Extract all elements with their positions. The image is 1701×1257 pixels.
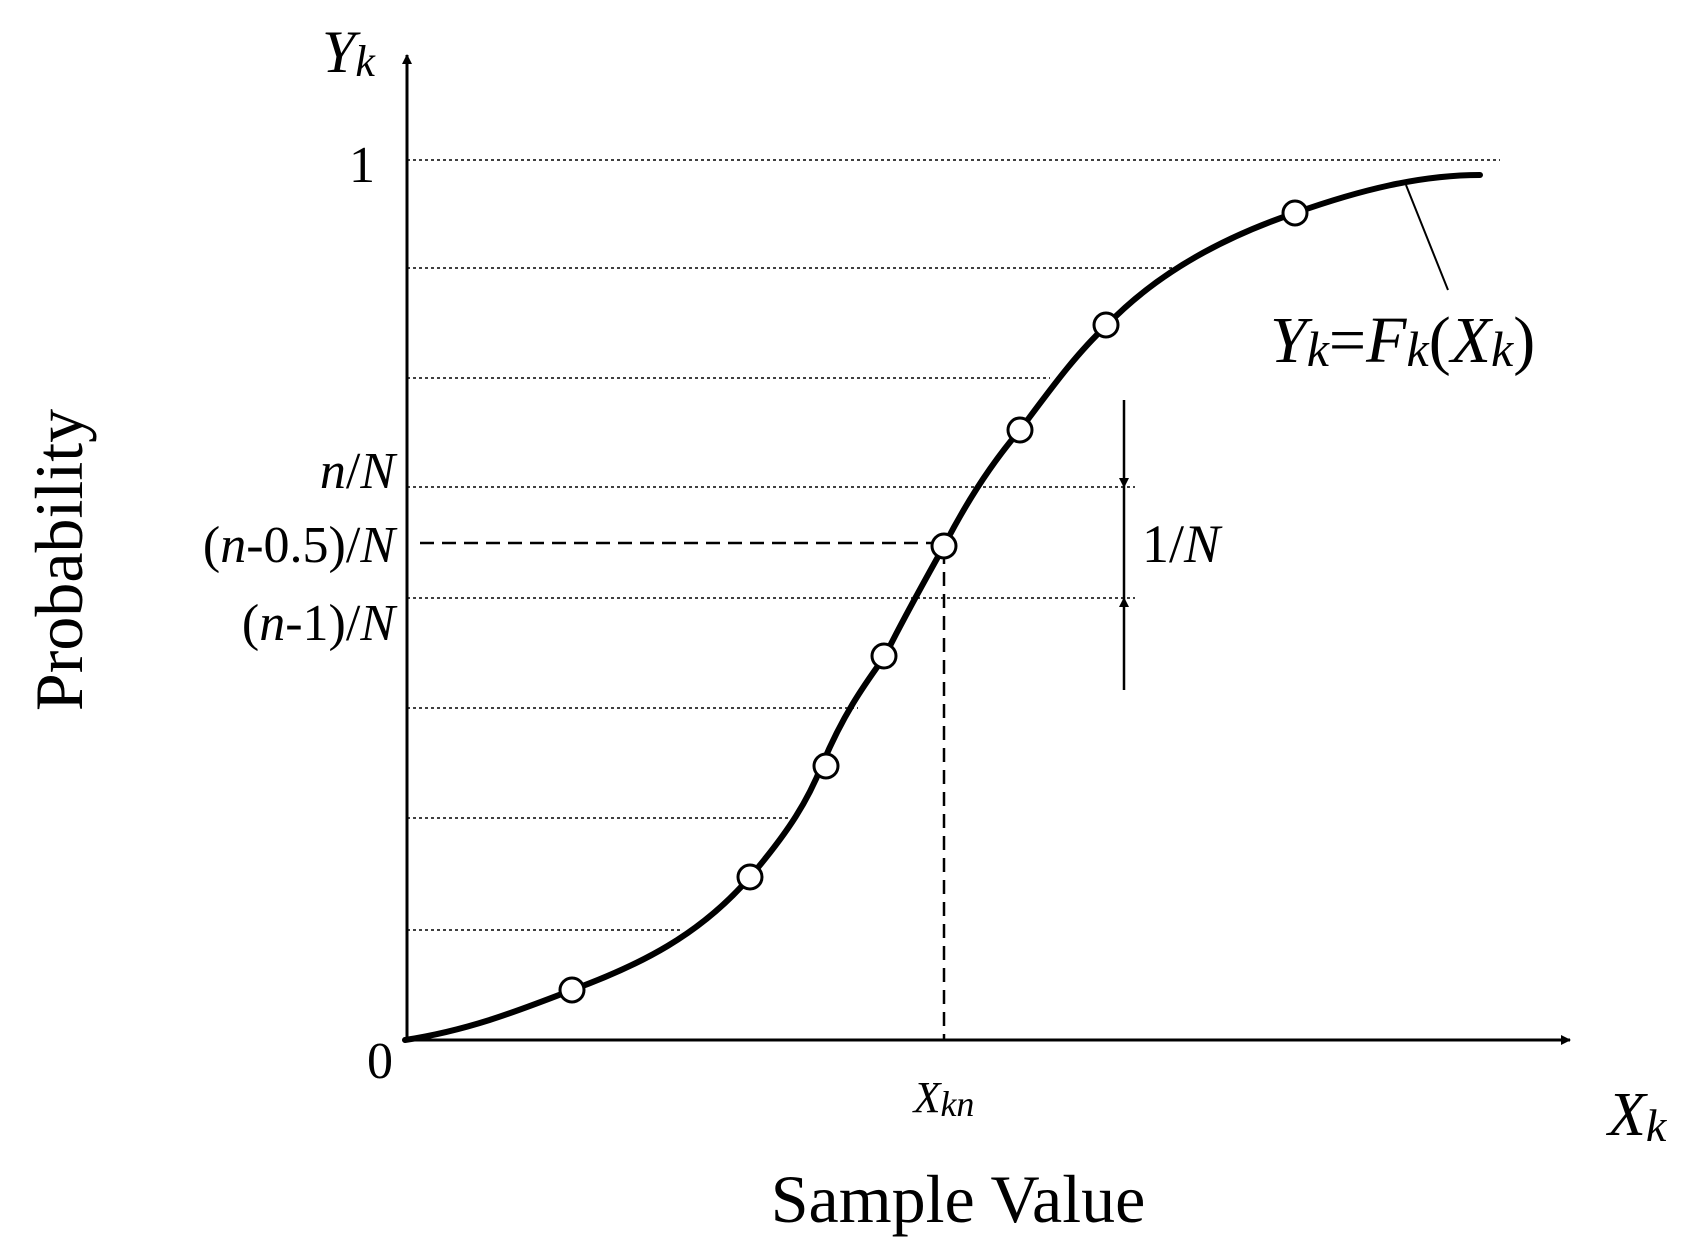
y-tick-one: 1 bbox=[349, 137, 375, 194]
x-axis-symbol: Xk bbox=[1605, 1081, 1668, 1151]
curve-equation: Yk=Fk(Xk) bbox=[1270, 304, 1535, 377]
sample-points bbox=[558, 199, 1309, 1004]
x-tick-xkn: Xkn bbox=[912, 1073, 975, 1124]
y-tick-n-over-N: n/N bbox=[320, 443, 398, 500]
y-tick-n-half-over-N: (n-0.5)/N bbox=[203, 517, 398, 574]
horizontal-gridlines bbox=[407, 159, 1500, 931]
sample-point-6 bbox=[1006, 416, 1034, 444]
x-axis-title: Sample Value bbox=[771, 1161, 1146, 1237]
sample-point-1 bbox=[558, 976, 586, 1004]
sample-point-8 bbox=[1281, 199, 1309, 227]
curve-label-leader bbox=[1405, 184, 1449, 291]
sample-point-2 bbox=[736, 863, 764, 891]
sample-point-7 bbox=[1092, 311, 1120, 339]
y-tick-n-minus-one-over-N: (n-1)/N bbox=[242, 595, 398, 652]
sample-point-3 bbox=[812, 752, 840, 780]
y-tick-zero: 0 bbox=[367, 1033, 393, 1090]
sample-point-4 bbox=[870, 642, 898, 670]
y-axis-symbol: Yk bbox=[322, 19, 376, 86]
y-axis-title: Probability bbox=[21, 409, 97, 711]
axes bbox=[402, 54, 1571, 1045]
sample-point-5 bbox=[930, 532, 958, 560]
highlight-guides bbox=[420, 541, 946, 1040]
cdf-curve bbox=[402, 172, 1483, 1043]
interval-label: 1/N bbox=[1142, 514, 1223, 574]
